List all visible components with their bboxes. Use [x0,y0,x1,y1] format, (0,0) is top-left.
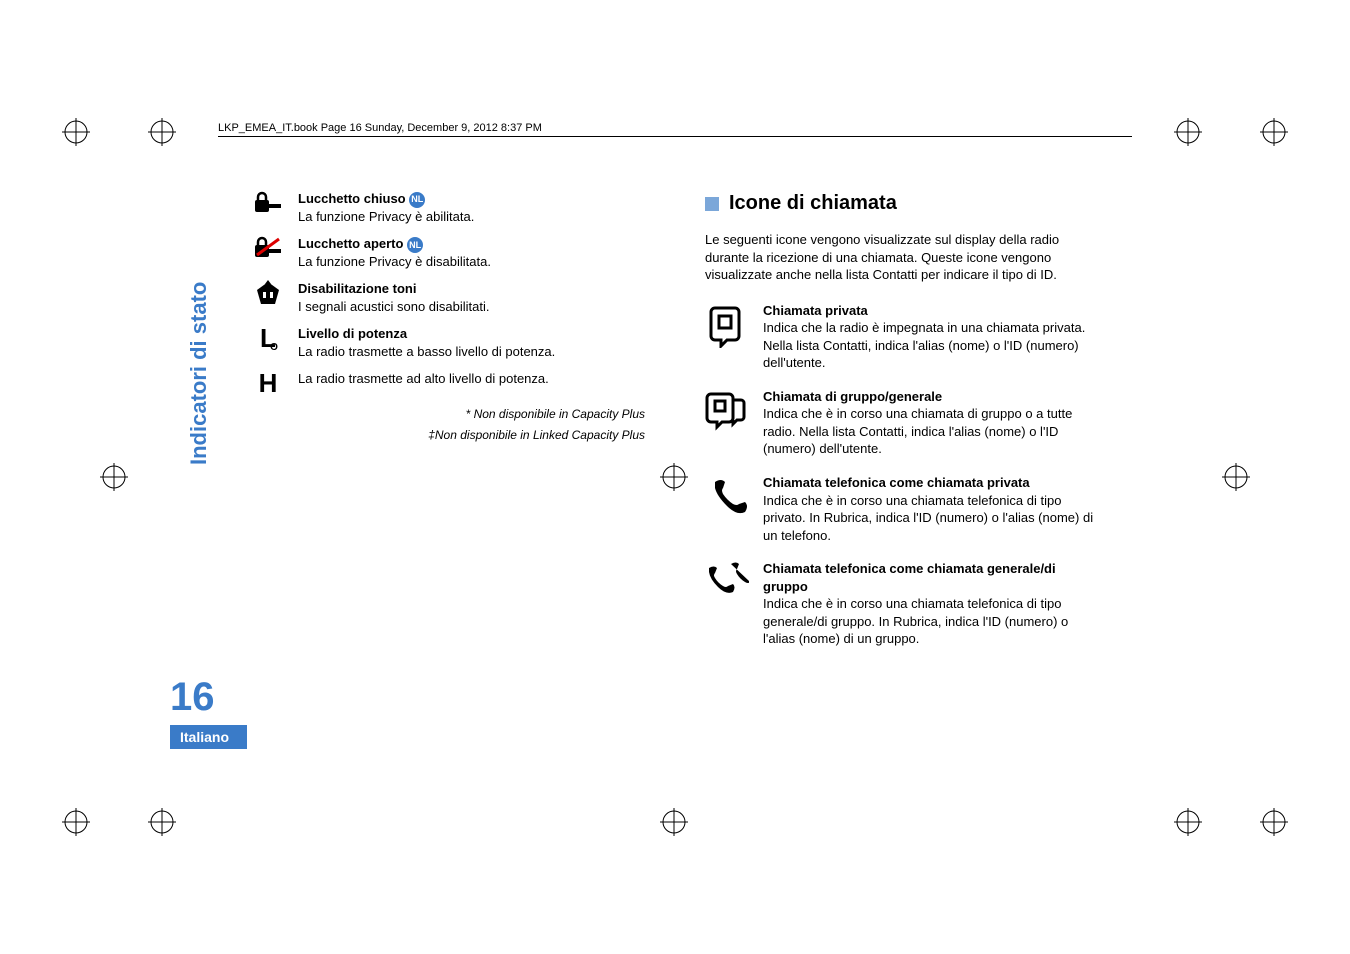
call-desc: Indica che è in corso una chiamata di gr… [763,406,1072,456]
section-heading: Icone di chiamata [705,190,1100,217]
crop-mark-icon [1260,118,1288,146]
nl-badge-icon: NL [409,192,425,208]
status-desc: La radio trasmette a basso livello di po… [298,344,555,359]
heading-square-icon [705,197,719,211]
status-desc: La radio trasmette ad alto livello di po… [298,371,549,386]
crop-mark-icon [148,808,176,836]
power-low-icon: LO [250,325,286,351]
status-row-privacy-disabled: Lucchetto aperto NL La funzione Privacy … [250,235,645,270]
call-row-group: Chiamata di gruppo/generale Indica che è… [705,388,1100,458]
crop-mark-icon [1174,808,1202,836]
status-title: Livello di potenza [298,326,407,341]
status-text: Disabilitazione toni I segnali acustici … [298,280,645,315]
footnote-2: ‡Non disponibile in Linked Capacity Plus [250,427,645,443]
status-text: Livello di potenza La radio trasmette a … [298,325,645,360]
lock-closed-icon [250,190,286,214]
crop-mark-icon [1174,118,1202,146]
status-text: Lucchetto chiuso NL La funzione Privacy … [298,190,645,225]
call-title: Chiamata telefonica come chiamata privat… [763,475,1030,490]
tones-disabled-icon [250,280,286,308]
status-title: Lucchetto chiuso [298,191,406,206]
right-column: Icone di chiamata Le seguenti icone veng… [705,190,1100,664]
status-desc: La funzione Privacy è abilitata. [298,209,474,224]
power-high-icon: H [250,370,286,396]
crop-mark-icon [660,808,688,836]
section-intro: Le seguenti icone vengono visualizzate s… [705,231,1100,284]
status-desc: I segnali acustici sono disabilitati. [298,299,490,314]
left-column: Lucchetto chiuso NL La funzione Privacy … [250,190,645,664]
crop-mark-icon [148,118,176,146]
call-row-phone-group: Chiamata telefonica come chiamata genera… [705,560,1100,648]
call-title: Chiamata telefonica come chiamata genera… [763,561,1056,594]
status-text: Lucchetto aperto NL La funzione Privacy … [298,235,645,270]
status-desc: La funzione Privacy è disabilitata. [298,254,491,269]
page-header-text: LKP_EMEA_IT.book Page 16 Sunday, Decembe… [218,122,542,134]
page-header: LKP_EMEA_IT.book Page 16 Sunday, Decembe… [218,122,1132,137]
status-row-power-low: LO Livello di potenza La radio trasmette… [250,325,645,360]
group-call-icon [705,388,749,458]
call-desc: Indica che la radio è impegnata in una c… [763,320,1085,370]
crop-mark-icon [100,463,128,491]
call-text: Chiamata telefonica come chiamata genera… [763,560,1100,648]
private-call-icon [705,302,749,372]
crop-mark-icon [1260,808,1288,836]
status-title: Lucchetto aperto [298,236,403,251]
footnote-1: * Non disponibile in Capacity Plus [250,406,645,422]
crop-mark-icon [62,118,90,146]
phone-private-icon [705,474,749,544]
call-text: Chiamata privata Indica che la radio è i… [763,302,1100,372]
sidebar-vertical-label: Indicatori di stato [186,282,212,465]
footer-language-badge: Italiano [170,725,247,749]
page-content: Lucchetto chiuso NL La funzione Privacy … [250,190,1100,664]
call-title: Chiamata privata [763,303,868,318]
call-desc: Indica che è in corso una chiamata telef… [763,493,1093,543]
call-desc: Indica che è in corso una chiamata telef… [763,596,1068,646]
status-row-privacy-enabled: Lucchetto chiuso NL La funzione Privacy … [250,190,645,225]
call-row-phone-private: Chiamata telefonica come chiamata privat… [705,474,1100,544]
call-row-private: Chiamata privata Indica che la radio è i… [705,302,1100,372]
call-text: Chiamata telefonica come chiamata privat… [763,474,1100,544]
status-title: Disabilitazione toni [298,281,416,296]
status-text: La radio trasmette ad alto livello di po… [298,370,645,388]
section-title: Icone di chiamata [729,190,897,217]
lock-open-icon [250,235,286,259]
phone-group-icon [705,560,749,648]
page-number: 16 [170,675,215,720]
status-row-tones-disabled: Disabilitazione toni I segnali acustici … [250,280,645,315]
crop-mark-icon [62,808,90,836]
call-text: Chiamata di gruppo/generale Indica che è… [763,388,1100,458]
call-title: Chiamata di gruppo/generale [763,389,942,404]
status-row-power-high: H La radio trasmette ad alto livello di … [250,370,645,396]
nl-badge-icon: NL [407,237,423,253]
crop-mark-icon [1222,463,1250,491]
